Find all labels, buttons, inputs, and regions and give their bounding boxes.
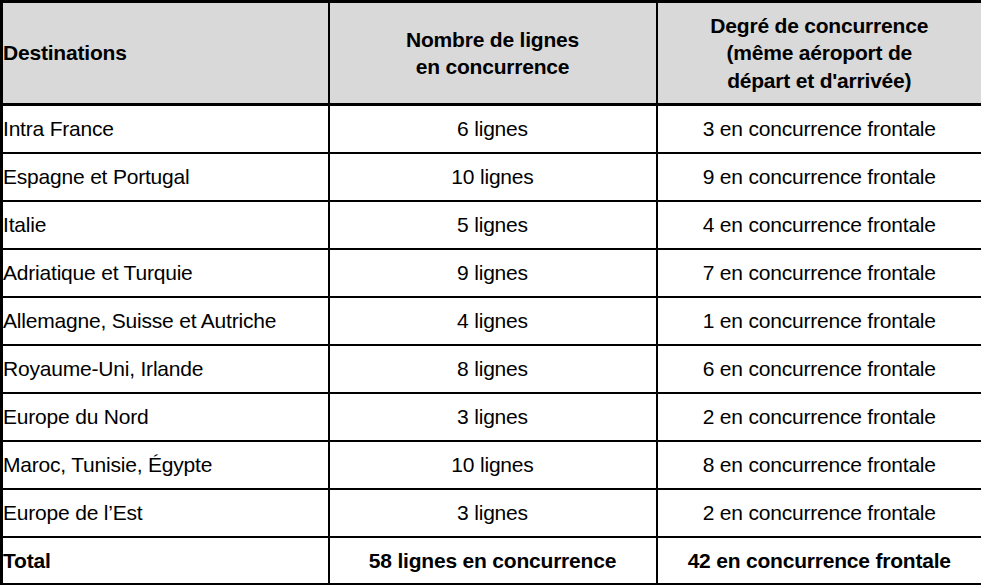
lines-cell: 9 lignes — [329, 249, 657, 297]
table-row: Europe de l’Est 3 lignes 2 en concurrenc… — [2, 489, 981, 537]
total-row: Total 58 lignes en concurrence 42 en con… — [2, 537, 981, 585]
destination-cell: Europe de l’Est — [2, 489, 329, 537]
degree-cell: 3 en concurrence frontale — [657, 105, 981, 153]
table-row: Allemagne, Suisse et Autriche 4 lignes 1… — [2, 297, 981, 345]
destination-cell: Allemagne, Suisse et Autriche — [2, 297, 329, 345]
lines-cell: 6 lignes — [329, 105, 657, 153]
competition-table: Destinations Nombre de lignes en concurr… — [0, 0, 981, 585]
header-row: Destinations Nombre de lignes en concurr… — [2, 2, 981, 105]
table-row: Europe du Nord 3 lignes 2 en concurrence… — [2, 393, 981, 441]
header-destinations: Destinations — [2, 2, 329, 105]
destination-cell: Royaume-Uni, Irlande — [2, 345, 329, 393]
table-row: Maroc, Tunisie, Égypte 10 lignes 8 en co… — [2, 441, 981, 489]
lines-cell: 3 lignes — [329, 489, 657, 537]
degree-cell: 2 en concurrence frontale — [657, 489, 981, 537]
total-label-cell: Total — [2, 537, 329, 585]
total-lines-cell: 58 lignes en concurrence — [329, 537, 657, 585]
lines-cell: 10 lignes — [329, 441, 657, 489]
destination-cell: Italie — [2, 201, 329, 249]
lines-cell: 8 lignes — [329, 345, 657, 393]
header-degree-of-competition: Degré de concurrence (même aéroport de d… — [657, 2, 981, 105]
degree-cell: 1 en concurrence frontale — [657, 297, 981, 345]
destination-cell: Adriatique et Turquie — [2, 249, 329, 297]
destination-cell: Espagne et Portugal — [2, 153, 329, 201]
degree-cell: 7 en concurrence frontale — [657, 249, 981, 297]
lines-cell: 3 lignes — [329, 393, 657, 441]
degree-cell: 6 en concurrence frontale — [657, 345, 981, 393]
table-row: Adriatique et Turquie 9 lignes 7 en conc… — [2, 249, 981, 297]
lines-cell: 5 lignes — [329, 201, 657, 249]
degree-cell: 8 en concurrence frontale — [657, 441, 981, 489]
degree-cell: 9 en concurrence frontale — [657, 153, 981, 201]
table-body: Intra France 6 lignes 3 en concurrence f… — [2, 105, 981, 585]
total-degree-cell: 42 en concurrence frontale — [657, 537, 981, 585]
table-header: Destinations Nombre de lignes en concurr… — [2, 2, 981, 105]
destination-cell: Maroc, Tunisie, Égypte — [2, 441, 329, 489]
degree-cell: 4 en concurrence frontale — [657, 201, 981, 249]
table-row: Italie 5 lignes 4 en concurrence frontal… — [2, 201, 981, 249]
degree-cell: 2 en concurrence frontale — [657, 393, 981, 441]
table-row: Royaume-Uni, Irlande 8 lignes 6 en concu… — [2, 345, 981, 393]
table-row: Intra France 6 lignes 3 en concurrence f… — [2, 105, 981, 153]
lines-cell: 10 lignes — [329, 153, 657, 201]
document-page: Destinations Nombre de lignes en concurr… — [0, 0, 981, 585]
destination-cell: Intra France — [2, 105, 329, 153]
table-row: Espagne et Portugal 10 lignes 9 en concu… — [2, 153, 981, 201]
header-lines-in-competition: Nombre de lignes en concurrence — [329, 2, 657, 105]
destination-cell: Europe du Nord — [2, 393, 329, 441]
lines-cell: 4 lignes — [329, 297, 657, 345]
